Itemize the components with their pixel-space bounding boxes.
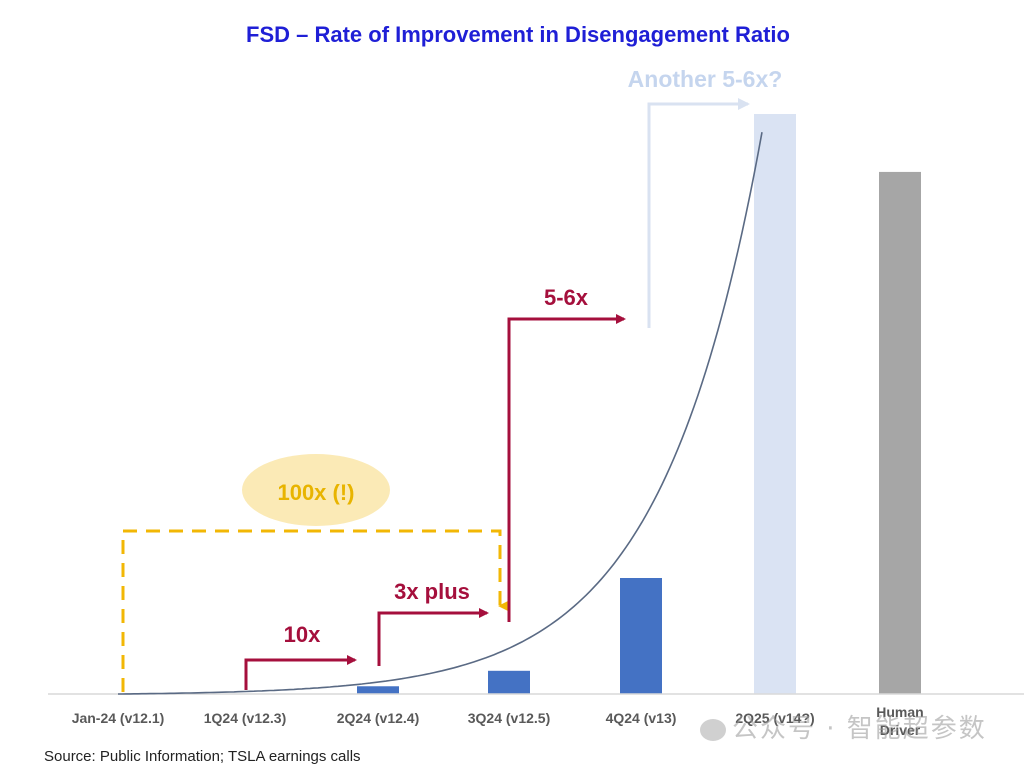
trend-curve — [118, 132, 763, 695]
x-tick-label-5: 2Q25 (v14?) — [735, 710, 814, 726]
arrow-10x — [244, 655, 357, 690]
bar-5 — [754, 114, 796, 694]
x-tick-label-6: Human Driver — [876, 704, 923, 738]
label-3x: 3x plus — [394, 579, 470, 604]
chart-title: FSD – Rate of Improvement in Disengageme… — [246, 22, 790, 47]
ellipse-100x — [242, 454, 390, 526]
label-10x: 10x — [284, 622, 321, 647]
x-tick-label-4: 4Q24 (v13) — [606, 710, 677, 726]
label-another: Another 5-6x? — [628, 66, 783, 92]
bar-4 — [620, 578, 662, 694]
dashed-bracket-100x — [121, 529, 510, 692]
x-tick-labels: Jan-24 (v12.1) 1Q24 (v12.3) 2Q24 (v12.4) 3Q… — [72, 704, 924, 738]
x-tick-label-3: 3Q24 (v12.5) — [468, 710, 551, 726]
label-5-6x: 5-6x — [544, 285, 589, 310]
watermark-text: 公众号 · 智能超参数 — [732, 714, 987, 744]
wechat-icon — [700, 718, 726, 741]
source-note: Source: Public Information; TSLA earning… — [44, 748, 361, 765]
bar-2 — [357, 686, 399, 694]
arrow-5-6x — [507, 314, 626, 622]
x-tick-label-1: 1Q24 (v12.3) — [204, 710, 287, 726]
arrow-another — [647, 98, 750, 328]
x-tick-label-0: Jan-24 (v12.1) — [72, 710, 165, 726]
watermark: 公众号 · 智能超参数 — [700, 708, 987, 745]
arrow-3x — [377, 608, 489, 666]
bar-3 — [488, 670, 530, 694]
bars — [97, 114, 921, 695]
x-tick-label-2: 2Q24 (v12.4) — [337, 710, 420, 726]
label-100x: 100x (!) — [277, 480, 354, 505]
bar-6 — [879, 171, 921, 695]
